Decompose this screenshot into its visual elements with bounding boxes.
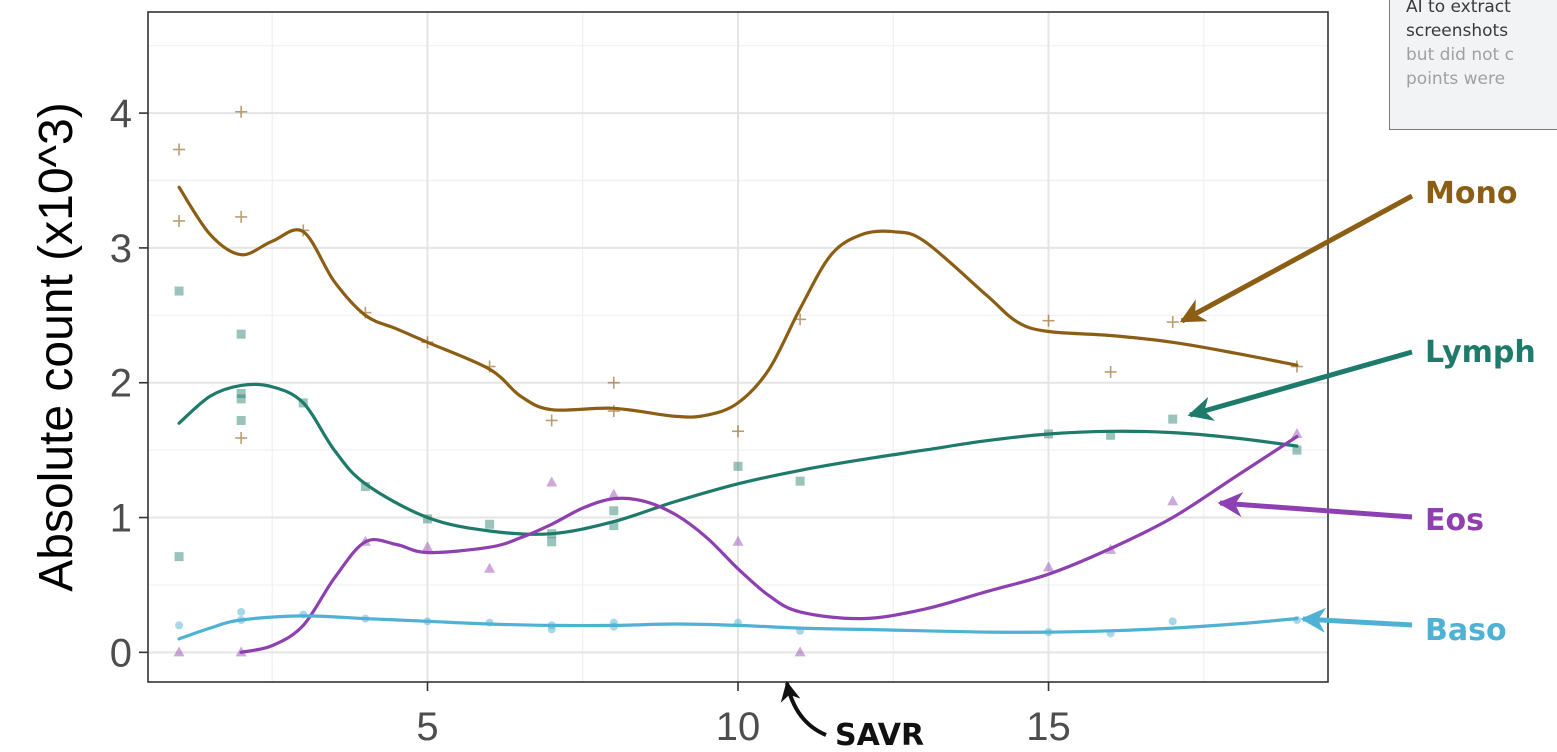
mono-point xyxy=(545,414,558,427)
data-points xyxy=(173,105,1303,657)
note-line-2: screenshots xyxy=(1406,21,1509,41)
mono-point xyxy=(1042,314,1055,327)
mono-point xyxy=(297,224,310,237)
lymph-point xyxy=(1168,414,1178,424)
mono-point xyxy=(173,214,186,227)
mono-point xyxy=(607,405,620,418)
mono-point xyxy=(607,376,620,389)
mono-point xyxy=(1104,365,1117,378)
lymph-arrow xyxy=(1187,349,1413,421)
lymph-point xyxy=(236,329,246,339)
y-tick-label: 0 xyxy=(110,631,132,675)
baso-point xyxy=(237,607,246,616)
baso-point xyxy=(361,614,370,623)
note-line-1: AI to extract xyxy=(1406,0,1511,17)
lymph-point xyxy=(174,552,184,562)
mono-point xyxy=(1166,316,1179,329)
note-line-3: but did not c xyxy=(1406,45,1514,65)
note-line-4: points were xyxy=(1406,69,1506,89)
baso-point xyxy=(423,617,432,626)
lymph-point xyxy=(609,506,619,516)
lymph-point xyxy=(547,529,557,539)
lymph-point xyxy=(236,415,246,425)
lymph-point xyxy=(174,286,184,296)
baso-point xyxy=(796,626,805,635)
mono-label: Mono xyxy=(1425,176,1517,211)
x-tick-label: 5 xyxy=(416,705,438,749)
lymph-point xyxy=(609,521,619,531)
eos-point xyxy=(794,646,806,657)
lymph-point xyxy=(1044,429,1054,439)
smooth-curves xyxy=(177,185,1299,654)
mono-arrow xyxy=(1179,193,1414,324)
lymph-point xyxy=(733,461,743,471)
eos-point xyxy=(1167,495,1179,506)
lymph-smooth-line xyxy=(177,382,1299,536)
y-axis-title: Absolute count (x10^3) xyxy=(30,102,83,591)
y-tick-label: 2 xyxy=(110,362,132,406)
mono-point xyxy=(1290,360,1303,373)
baso-point xyxy=(547,625,556,634)
baso-point xyxy=(1292,615,1301,624)
lymph-label: Lymph xyxy=(1425,335,1536,370)
y-tick-label: 1 xyxy=(110,497,132,541)
note-box: AI to extract screenshots but did not c … xyxy=(1389,0,1557,130)
eos-point xyxy=(173,646,185,657)
lymph-point xyxy=(360,482,370,492)
y-tick-label: 4 xyxy=(110,92,132,136)
lymph-point xyxy=(485,519,495,529)
eos-point xyxy=(421,541,433,552)
eos-point xyxy=(359,535,371,546)
baso-point xyxy=(237,615,246,624)
eos-arrow xyxy=(1217,492,1413,520)
eos-point xyxy=(1043,561,1055,572)
baso-point xyxy=(609,622,618,631)
lymph-point xyxy=(1292,445,1302,455)
y-tick-label: 3 xyxy=(110,227,132,271)
mono-point xyxy=(483,360,496,373)
lymph-point xyxy=(547,537,557,547)
baso-point xyxy=(1106,629,1115,638)
mono-point xyxy=(173,143,186,156)
eos-smooth-line xyxy=(239,435,1299,654)
baso-point xyxy=(1168,617,1177,626)
mono-point xyxy=(359,306,372,319)
eos-point xyxy=(1291,427,1303,438)
baso-smooth-line xyxy=(177,614,1299,641)
eos-point xyxy=(546,476,558,487)
baso-point xyxy=(175,621,184,630)
eos-label: Eos xyxy=(1425,503,1484,538)
baso-arrow xyxy=(1300,607,1413,633)
eos-point xyxy=(235,646,247,657)
lymph-point xyxy=(1106,430,1116,440)
eos-point xyxy=(608,488,620,499)
baso-point xyxy=(1044,628,1053,637)
mono-point xyxy=(794,313,807,326)
lymph-point xyxy=(236,389,246,399)
eos-point xyxy=(1105,543,1117,554)
eos-point xyxy=(484,562,496,573)
x-tick-label: 15 xyxy=(1026,705,1071,749)
baso-point xyxy=(734,618,742,627)
savr-label: SAVR xyxy=(835,718,924,752)
mono-point xyxy=(732,425,744,438)
grid xyxy=(148,12,1328,682)
lymph-point xyxy=(298,398,308,408)
eos-point xyxy=(732,535,744,546)
mono-point xyxy=(235,105,248,118)
mono-point xyxy=(421,336,434,349)
savr-arrow xyxy=(780,681,827,737)
lymph-point xyxy=(236,394,246,404)
mono-point xyxy=(235,210,248,223)
lymph-point xyxy=(795,476,805,486)
baso-point xyxy=(299,610,308,619)
axes: 5 10 15 0 1 2 3 4 xyxy=(110,92,1071,749)
x-tick-label: 10 xyxy=(716,705,761,749)
mono-point xyxy=(235,431,248,444)
lymph-point xyxy=(422,514,432,524)
baso-label: Baso xyxy=(1425,613,1507,648)
mono-smooth-line xyxy=(177,185,1299,419)
baso-point xyxy=(485,618,494,627)
